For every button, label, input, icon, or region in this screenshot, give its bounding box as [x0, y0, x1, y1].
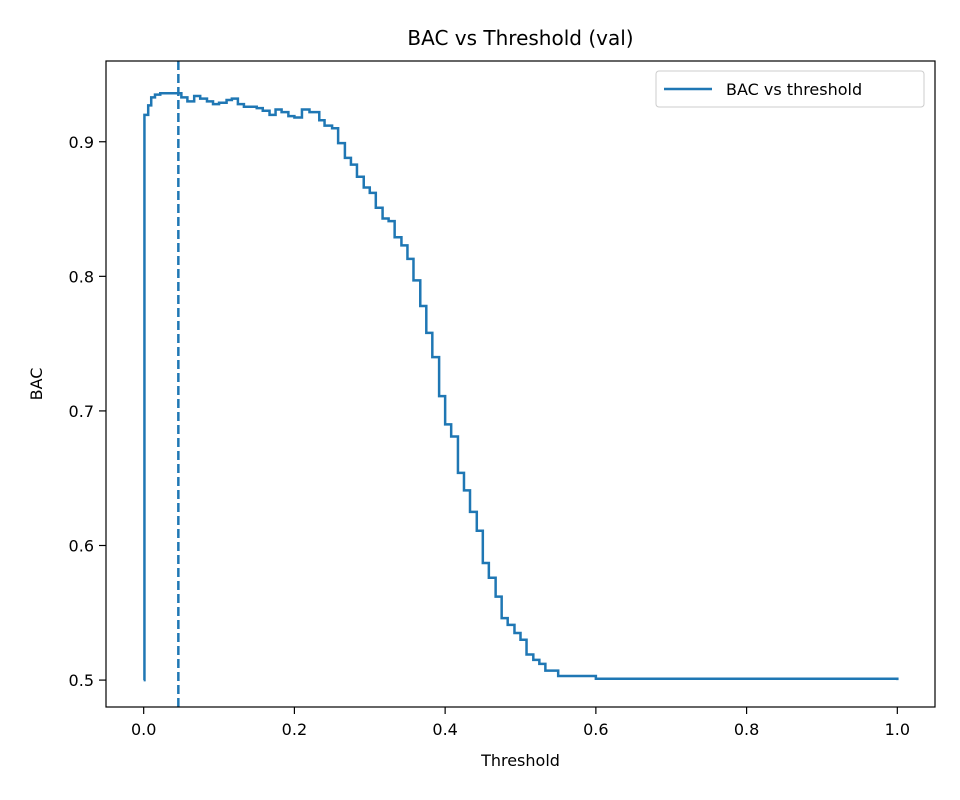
x-axis-ticks: 0.0 0.2 0.4 0.6 0.8 1.0	[131, 707, 910, 739]
series-line-1	[143, 92, 899, 682]
legend-label: BAC vs threshold	[726, 80, 862, 99]
y-tick-label: 0.8	[69, 267, 94, 286]
x-tick-label: 0.0	[131, 720, 156, 739]
y-tick-label: 0.9	[69, 133, 94, 152]
x-axis-label: Threshold	[480, 751, 560, 770]
y-axis-ticks: 0.5 0.6 0.7 0.8 0.9	[69, 133, 106, 690]
y-tick-label: 0.5	[69, 671, 94, 690]
x-tick-label: 0.2	[282, 720, 307, 739]
x-tick-label: 0.8	[734, 720, 759, 739]
chart-title: BAC vs Threshold (val)	[407, 26, 633, 50]
x-tick-label: 1.0	[885, 720, 910, 739]
x-tick-label: 0.4	[432, 720, 457, 739]
axes-frame	[105, 60, 936, 708]
plot-area: 0.0 0.2 0.4 0.6 0.8 1.0 0.5 0.6 0.7 0.8 0.9	[69, 60, 936, 739]
y-tick-label: 0.7	[69, 402, 94, 421]
y-axis-label: BAC	[27, 368, 46, 401]
legend: BAC vs threshold	[655, 70, 925, 108]
y-tick-label: 0.6	[69, 537, 94, 556]
legend-box	[655, 70, 925, 108]
x-tick-label: 0.6	[583, 720, 608, 739]
